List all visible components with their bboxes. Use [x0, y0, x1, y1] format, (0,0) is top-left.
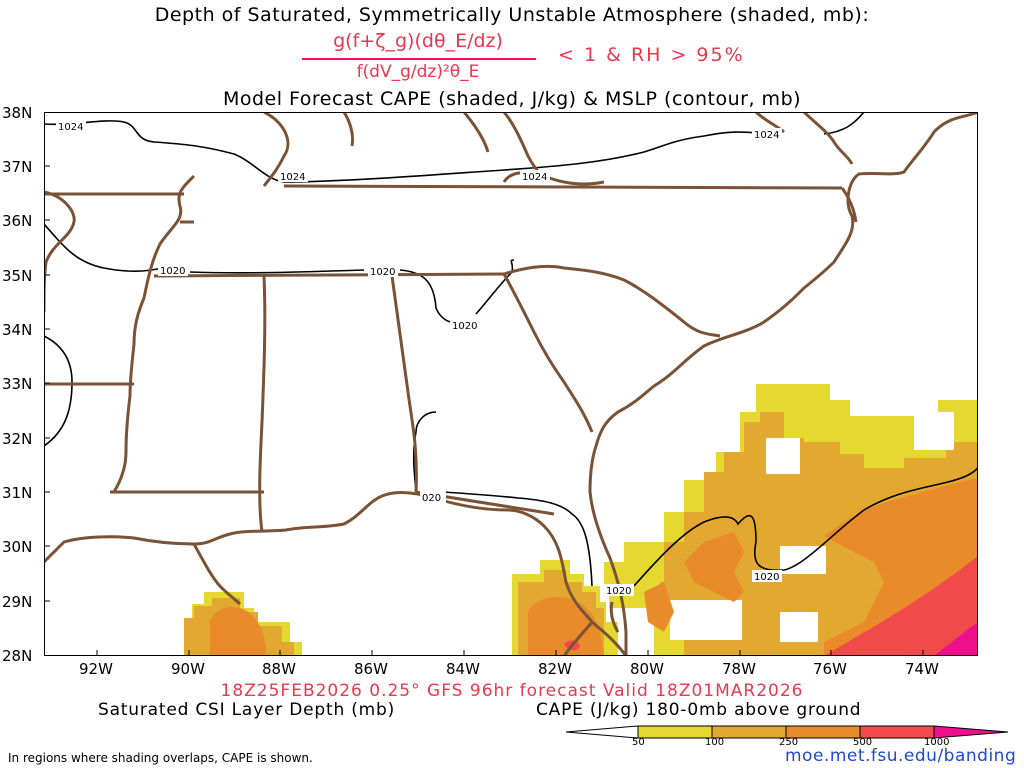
- colorbar-tick: 500: [853, 737, 873, 748]
- lon-label: 82W: [538, 660, 572, 678]
- map-svg: 1024 1024 1024 1024 1020 1020 1020 020 1…: [42, 110, 979, 657]
- lon-label: 74W: [905, 660, 939, 678]
- cape-shading-gaps: [670, 412, 954, 642]
- contour-label: 1024: [58, 122, 83, 133]
- lat-label: 28N: [2, 647, 33, 665]
- contour-label: 020: [422, 493, 441, 504]
- lon-label: 90W: [171, 660, 205, 678]
- source-url[interactable]: moe.met.fsu.edu/banding: [785, 746, 1017, 766]
- cape-colorbar: [565, 722, 1021, 750]
- lat-label: 33N: [2, 375, 33, 393]
- contour-label: 1020: [754, 572, 779, 583]
- lat-label: 37N: [2, 158, 33, 176]
- formula-numerator: g(f+ζ_g)(dθ_E/dz): [333, 30, 503, 52]
- lat-label: 36N: [2, 212, 33, 230]
- csi-legend-label: Saturated CSI Layer Depth (mb): [98, 700, 396, 720]
- colorbar-segment: [565, 725, 639, 739]
- formula-denominator: f(dV_g/dz)²θ_E: [356, 62, 480, 82]
- colorbar-segment: [637, 725, 713, 739]
- chart-subtitle: Model Forecast CAPE (shaded, J/kg) & MSL…: [222, 88, 802, 110]
- lon-label: 86W: [354, 660, 388, 678]
- lat-label: 38N: [2, 104, 33, 122]
- contour-label: 1024: [754, 130, 779, 141]
- lon-label: 80W: [630, 660, 664, 678]
- contour-label: 1020: [452, 321, 477, 332]
- lon-label: 92W: [79, 660, 113, 678]
- contour-label: 1024: [522, 172, 547, 183]
- axis-ticks: [44, 111, 924, 656]
- forecast-map: 1024 1024 1024 1024 1020 1020 1020 020 1…: [42, 110, 979, 657]
- contour-label: 1020: [160, 266, 185, 277]
- lon-label: 76W: [813, 660, 847, 678]
- lat-label: 34N: [2, 321, 33, 339]
- map-frame: [44, 112, 978, 656]
- colorbar-tick: 250: [779, 737, 799, 748]
- lat-label: 32N: [2, 430, 33, 448]
- lon-label: 78W: [722, 660, 756, 678]
- csi-formula: g(f+ζ_g)(dθ_E/dz) f(dV_g/dz)²θ_E < 1 & R…: [300, 30, 820, 86]
- lon-label: 84W: [446, 660, 480, 678]
- contour-label: 1020: [606, 586, 631, 597]
- fraction-bar: [302, 58, 536, 60]
- cape-shading-1000: [934, 622, 978, 656]
- colorbar-tick: 1000: [924, 737, 950, 748]
- lat-label: 31N: [2, 484, 33, 502]
- contour-labels: 1024 1024 1024 1024 1020 1020 1020 020 1…: [56, 120, 782, 597]
- colorbar-tick: 100: [705, 737, 725, 748]
- overlap-note: In regions where shading overlaps, CAPE …: [8, 751, 313, 765]
- colorbar-segment: [933, 725, 1009, 739]
- formula-condition: < 1 & RH > 95%: [558, 44, 745, 66]
- cape-legend-label: CAPE (J/kg) 180-0mb above ground: [536, 700, 862, 720]
- contour-label: 1020: [370, 267, 395, 278]
- lon-label: 88W: [262, 660, 296, 678]
- lat-label: 29N: [2, 593, 33, 611]
- colorbar-tick: 50: [632, 737, 645, 748]
- contour-label: 1024: [280, 172, 305, 183]
- lat-label: 30N: [2, 538, 33, 556]
- lat-label: 35N: [2, 267, 33, 285]
- valid-time: 18Z25FEB2026 0.25° GFS 96hr forecast Val…: [220, 681, 804, 701]
- chart-title: Depth of Saturated, Symmetrically Unstab…: [154, 4, 870, 26]
